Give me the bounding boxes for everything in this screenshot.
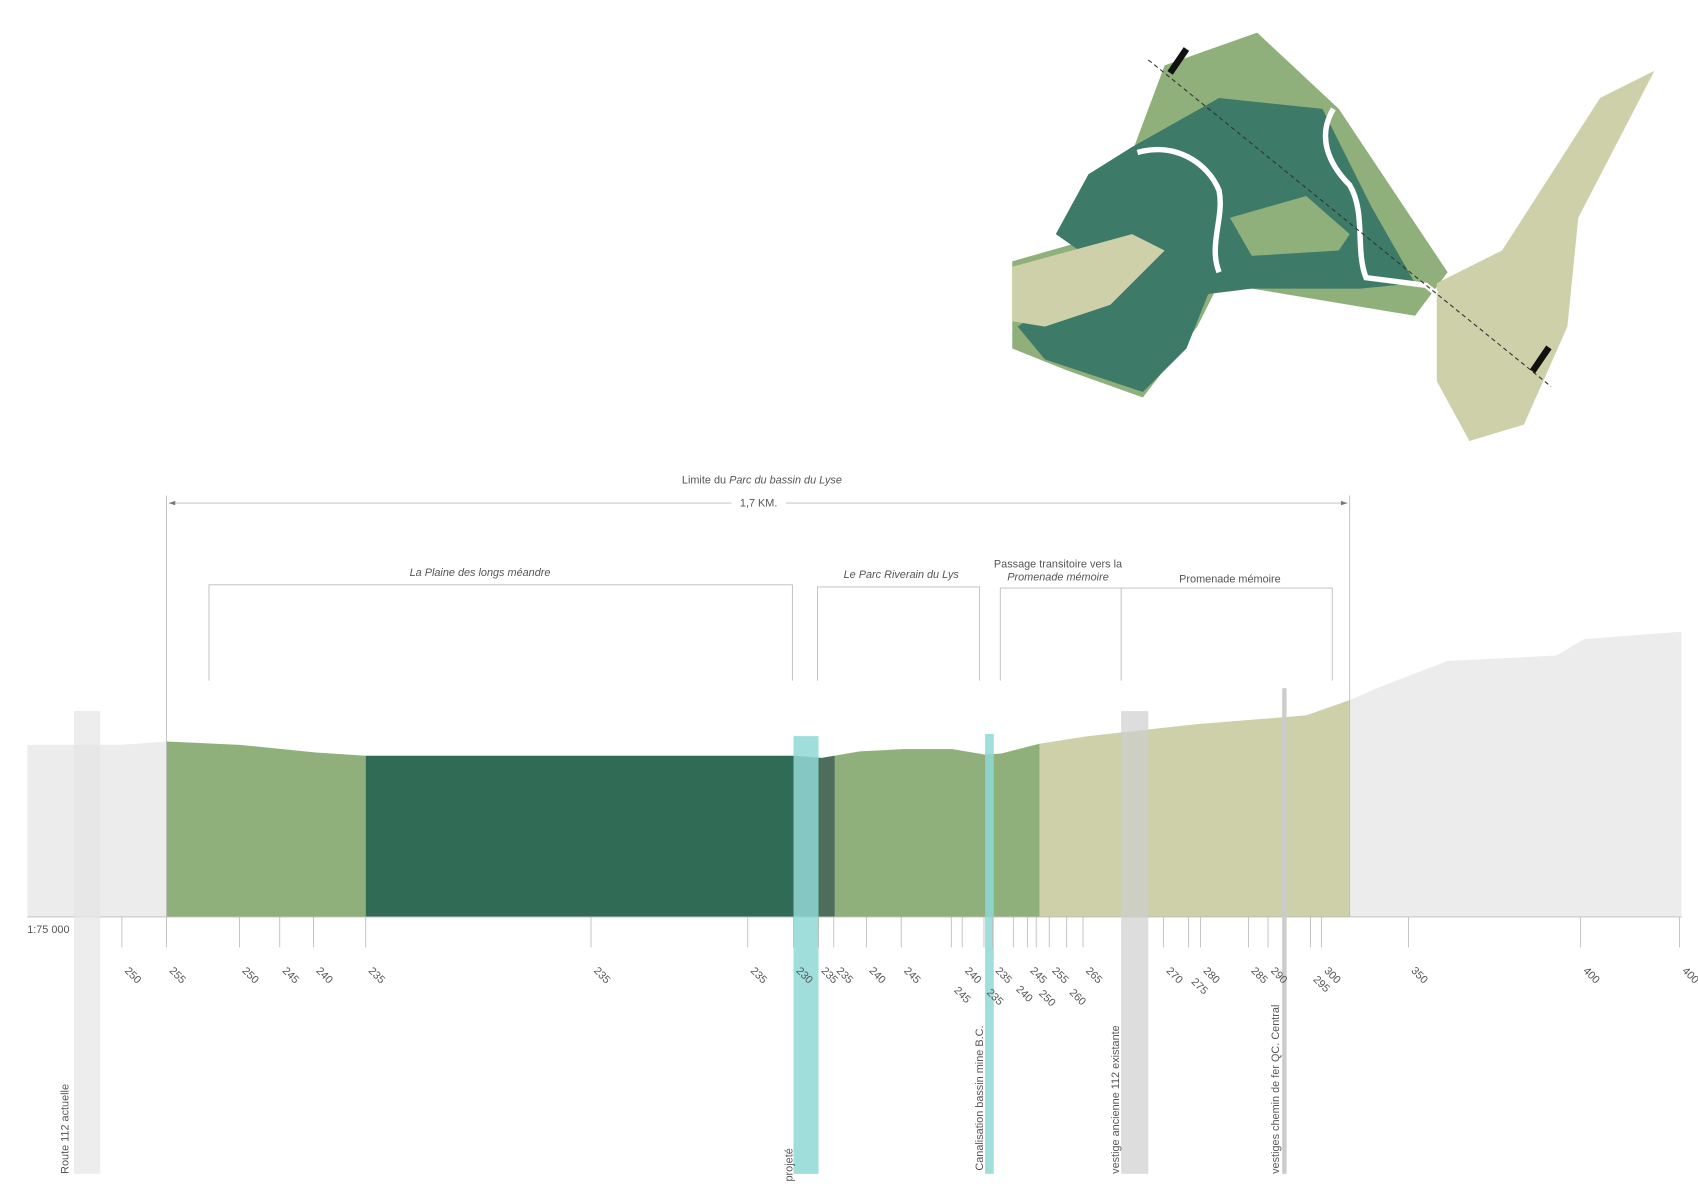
marker-labels: Route 112 actuelle projeté Canalisation ba… xyxy=(60,1005,1282,1182)
elevation-label: 265 xyxy=(1083,965,1104,986)
zones: La Plaine des longs méandre Le Parc Rive… xyxy=(208,558,1333,681)
zone-label: Promenade mémoire xyxy=(1179,574,1281,586)
elevation-label: 250 xyxy=(240,965,261,986)
elevation-label: 235 xyxy=(591,965,612,986)
marker-bar xyxy=(1121,711,1149,1174)
elevation-label: 245 xyxy=(951,985,972,1006)
ground-profile xyxy=(27,631,1682,917)
elevation-label: 235 xyxy=(993,965,1014,986)
elevation-label: 400 xyxy=(1680,965,1698,986)
marker-bar xyxy=(985,733,994,1174)
scale-label: 1:75 000 xyxy=(27,924,69,936)
elevation-label: 245 xyxy=(901,965,922,986)
zone-label: Promenade mémoire xyxy=(1007,571,1109,583)
extent-title-name: Parc du bassin du Lyse xyxy=(729,474,842,486)
elevation-label: 240 xyxy=(866,965,887,986)
extent: Limite du Parc du bassin du Lyse 1,7 KM. xyxy=(166,474,1351,917)
marker-bar xyxy=(74,711,101,1174)
elevation-label: 240 xyxy=(314,965,335,986)
marker-label: vestiges chemin de fer QC. Central xyxy=(1270,1005,1282,1174)
zone-label: Le Parc Riverain du Lys xyxy=(844,569,960,581)
elevation-label: 245 xyxy=(1028,965,1049,986)
elevation-label: 400 xyxy=(1581,965,1602,986)
marker-label: projeté xyxy=(783,1148,795,1181)
elevation-label: 235 xyxy=(366,965,387,986)
elevation-label: 250 xyxy=(122,965,143,986)
marker-label: vestige ancienne 112 existante xyxy=(1110,1025,1122,1174)
zone-label: La Plaine des longs méandre xyxy=(410,567,551,579)
marker-bar xyxy=(1282,688,1287,1174)
elevation-label: 245 xyxy=(280,965,301,986)
elevation-label: 255 xyxy=(167,965,188,986)
zone-label: Passage transitoire vers la xyxy=(994,558,1123,570)
extent-length: 1,7 KM. xyxy=(740,497,777,509)
marker-label: Canalisation bassin mine B.C. xyxy=(974,1025,986,1170)
elevation-label: 240 xyxy=(1013,983,1034,1004)
marker-bar xyxy=(793,736,819,1174)
elevation-label: 235 xyxy=(834,965,855,986)
elevation-label: 255 xyxy=(1049,965,1070,986)
elevation-label: 235 xyxy=(748,965,769,986)
marker-label: Route 112 actuelle xyxy=(60,1084,72,1174)
elevation-label: 260 xyxy=(1067,987,1088,1008)
elevation-label: 350 xyxy=(1409,965,1430,986)
site-map xyxy=(1012,32,1655,442)
extent-title-prefix: Limite du xyxy=(682,474,726,486)
elevation-label: 270 xyxy=(1164,965,1185,986)
extent-title: Limite du Parc du bassin du Lyse xyxy=(682,474,842,486)
elevation-label: 250 xyxy=(1036,988,1057,1009)
elevation-label: 285 xyxy=(1249,965,1270,986)
elevation-label: 240 xyxy=(962,965,983,986)
